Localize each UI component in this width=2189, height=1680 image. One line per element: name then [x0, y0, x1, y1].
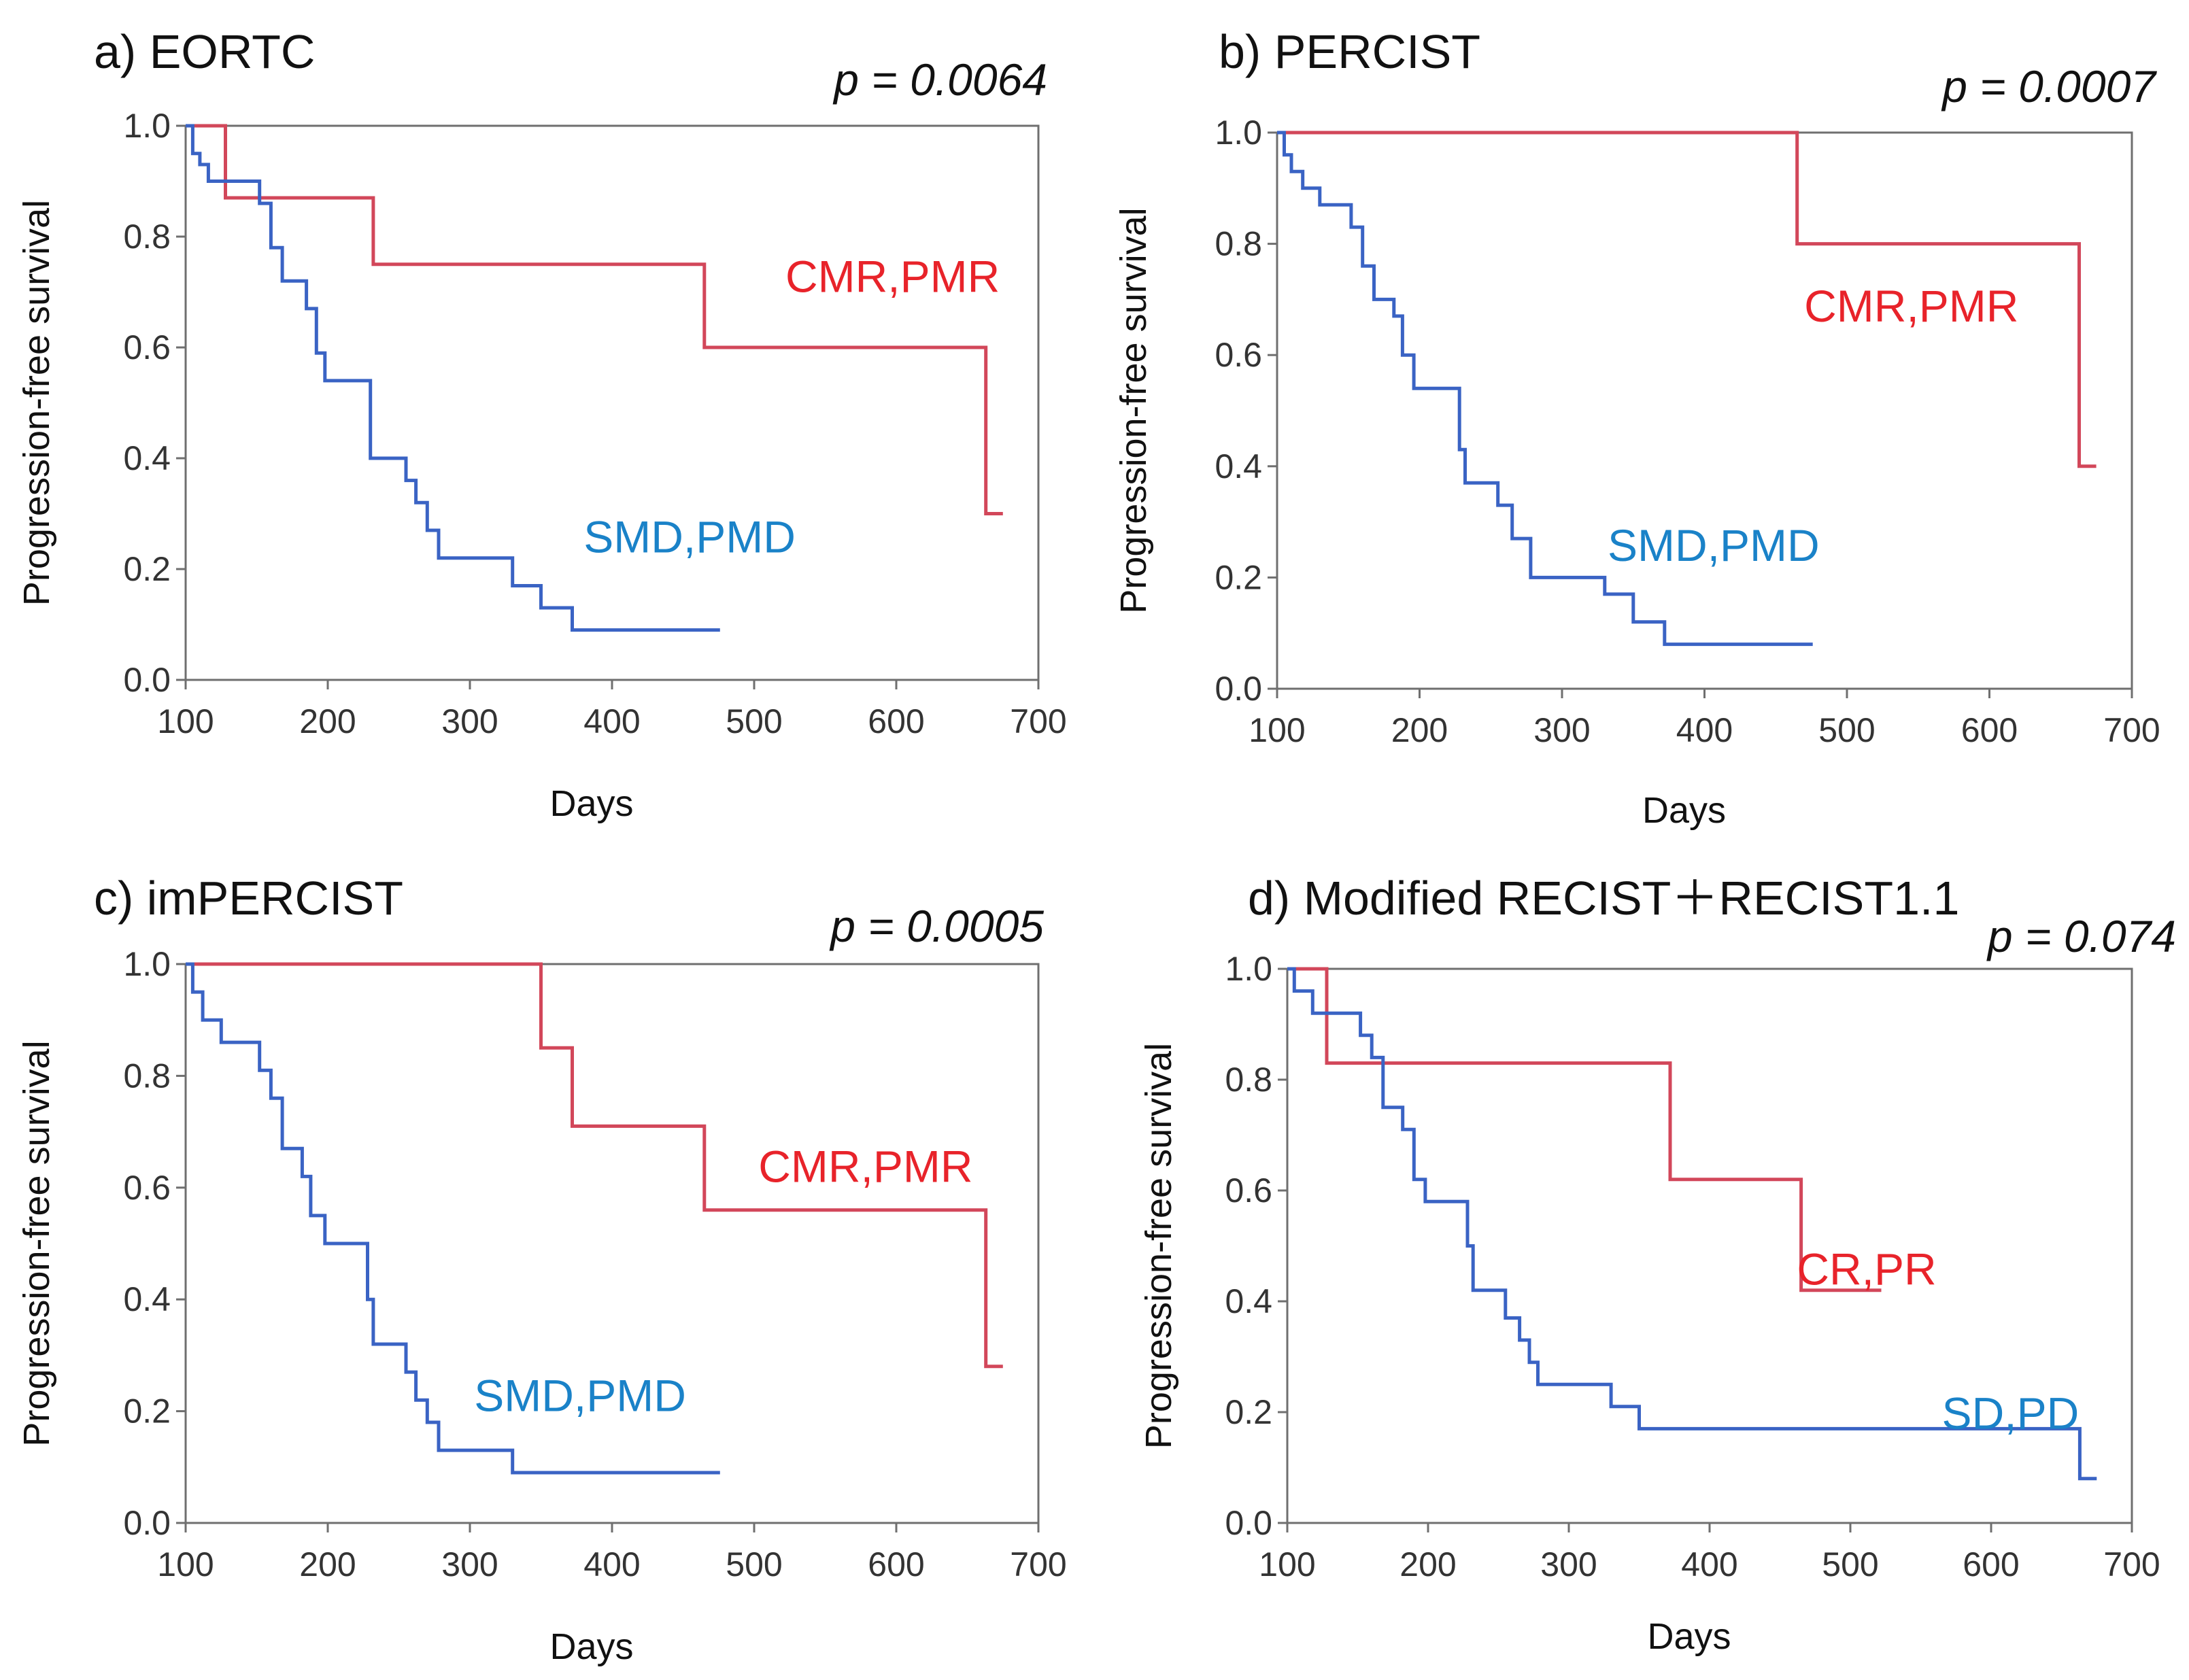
- x-axis-label: Days: [1647, 1616, 1731, 1657]
- y-tick-label: 0.8: [123, 218, 171, 256]
- survival-curve-non-responders: [186, 962, 720, 1475]
- p-value: p = 0.074: [1986, 911, 2176, 961]
- p-value: p = 0.0064: [832, 54, 1047, 105]
- survival-curve-non-responders: [1287, 967, 2097, 1481]
- y-tick-label: 1.0: [123, 945, 171, 983]
- x-tick-label: 300: [1540, 1545, 1597, 1583]
- series-label: SD,PD: [1942, 1388, 2080, 1438]
- series-label: SMD,PMD: [474, 1371, 686, 1421]
- x-tick-label: 600: [1963, 1545, 2019, 1583]
- x-axis-label: Days: [1642, 790, 1726, 831]
- y-tick-label: 0.2: [1225, 1393, 1272, 1431]
- x-tick-label: 700: [2103, 711, 2160, 749]
- y-tick-label: 0.8: [1215, 225, 1262, 263]
- x-tick-label: 400: [1681, 1545, 1737, 1583]
- survival-curve-responders: [1287, 967, 1882, 1292]
- x-tick-label: 600: [1961, 711, 2018, 749]
- x-tick-label: 400: [583, 1545, 640, 1583]
- x-tick-label: 700: [2103, 1545, 2160, 1583]
- panel-title: d) Modified RECIST＋RECIST1.1: [1248, 872, 1959, 925]
- panel-title: c) imPERCIST: [94, 872, 403, 925]
- x-tick-label: 200: [299, 702, 356, 740]
- series-label: CMR,PMR: [1804, 281, 2018, 331]
- x-axis-label: Days: [549, 1626, 633, 1667]
- y-tick-label: 1.0: [123, 107, 171, 145]
- series-label: CMR,PMR: [785, 252, 1000, 302]
- x-tick-label: 500: [1822, 1545, 1878, 1583]
- y-tick-label: 0.0: [123, 1504, 171, 1542]
- x-tick-label: 100: [1259, 1545, 1315, 1583]
- plot-frame: [184, 124, 1040, 681]
- y-tick-label: 0.4: [123, 1280, 171, 1318]
- y-tick-label: 0.8: [123, 1057, 171, 1095]
- x-tick-label: 200: [1399, 1545, 1456, 1583]
- y-tick-label: 0.8: [1225, 1061, 1272, 1099]
- x-tick-label: 100: [157, 702, 214, 740]
- y-axis-label: Progression-free survival: [16, 1040, 57, 1446]
- x-tick-label: 300: [1533, 711, 1590, 749]
- panel-modified-recist: d) Modified RECIST＋RECIST1.1 p = 0.074 0.0…: [1138, 872, 2176, 1657]
- x-tick-label: 500: [726, 702, 782, 740]
- plot-frame: [1276, 131, 2133, 690]
- x-tick-label: 100: [1249, 711, 1305, 749]
- x-tick-label: 400: [583, 702, 640, 740]
- panel-percist: b) PERCIST p = 0.0007 0.0 0.2 0.4 0.6 0.8 1.0 10…: [1113, 25, 2160, 831]
- x-tick-label: 100: [157, 1545, 214, 1583]
- series-label: SMD,PMD: [1608, 520, 1820, 570]
- y-tick-label: 0.4: [1225, 1282, 1272, 1320]
- y-tick-label: 1.0: [1225, 950, 1272, 988]
- panel-title: b) PERCIST: [1219, 25, 1480, 78]
- panel-eortc: a) EORTC p = 0.0064 0.0 0.2 0.4 0.6 0.8 1.0 100 2…: [16, 25, 1067, 824]
- x-tick-label: 400: [1676, 711, 1733, 749]
- series-label: CMR,PMR: [758, 1142, 972, 1192]
- survival-curve-responders: [1277, 131, 2097, 468]
- survival-curve-responders: [186, 962, 1003, 1369]
- x-tick-label: 700: [1010, 1545, 1066, 1583]
- y-axis-label: Progression-free survival: [1138, 1043, 1179, 1449]
- y-tick-label: 0.4: [1215, 447, 1262, 485]
- x-tick-label: 300: [441, 702, 498, 740]
- x-tick-label: 700: [1010, 702, 1066, 740]
- panel-title: a) EORTC: [94, 25, 315, 78]
- y-tick-label: 0.2: [123, 1392, 171, 1430]
- series-label: CR,PR: [1797, 1244, 1936, 1295]
- x-tick-label: 600: [868, 702, 924, 740]
- y-axis-label: Progression-free survival: [1113, 207, 1154, 613]
- x-tick-label: 600: [868, 1545, 924, 1583]
- x-tick-label: 300: [441, 1545, 498, 1583]
- y-tick-label: 0.2: [123, 550, 171, 588]
- y-tick-label: 0.0: [123, 661, 171, 699]
- p-value: p = 0.0007: [1941, 61, 2157, 112]
- x-tick-label: 200: [1391, 711, 1448, 749]
- p-value: p = 0.0005: [829, 901, 1044, 951]
- y-tick-label: 0.6: [123, 328, 171, 366]
- y-tick-label: 0.0: [1225, 1504, 1272, 1542]
- y-tick-label: 0.2: [1215, 558, 1262, 596]
- y-axis-label: Progression-free survival: [16, 200, 57, 606]
- plot-frame: [1286, 967, 2133, 1524]
- y-tick-label: 0.0: [1215, 670, 1262, 708]
- x-tick-label: 500: [726, 1545, 782, 1583]
- survival-curve-non-responders: [186, 124, 720, 632]
- x-tick-label: 200: [299, 1545, 356, 1583]
- plot-frame: [184, 963, 1040, 1524]
- y-tick-label: 0.6: [1225, 1171, 1272, 1210]
- y-tick-label: 0.6: [123, 1169, 171, 1207]
- y-tick-label: 0.4: [123, 439, 171, 477]
- x-axis-label: Days: [549, 783, 633, 824]
- y-tick-label: 1.0: [1215, 114, 1262, 152]
- y-tick-label: 0.6: [1215, 336, 1262, 374]
- panel-impercist: c) imPERCIST p = 0.0005 0.0 0.2 0.4 0.6 0.8 1.0…: [16, 872, 1067, 1667]
- survival-curve-responders: [186, 124, 1003, 515]
- x-tick-label: 500: [1818, 711, 1875, 749]
- survival-curve-non-responders: [1277, 131, 1813, 647]
- series-label: SMD,PMD: [583, 512, 796, 562]
